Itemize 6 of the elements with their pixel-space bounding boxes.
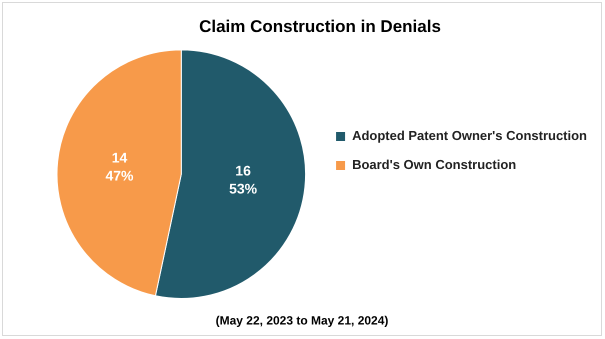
data-label: 16 53% [229,162,258,197]
legend-label: Board's Own Construction [352,157,516,172]
data-label: 14 47% [105,150,134,184]
text: (May 22, 2023 to May 21, 2024) [216,313,388,328]
chart-title: Claim Construction in Denials [199,16,441,36]
legend-label: Adopted Patent Owner's Construction [352,128,588,144]
